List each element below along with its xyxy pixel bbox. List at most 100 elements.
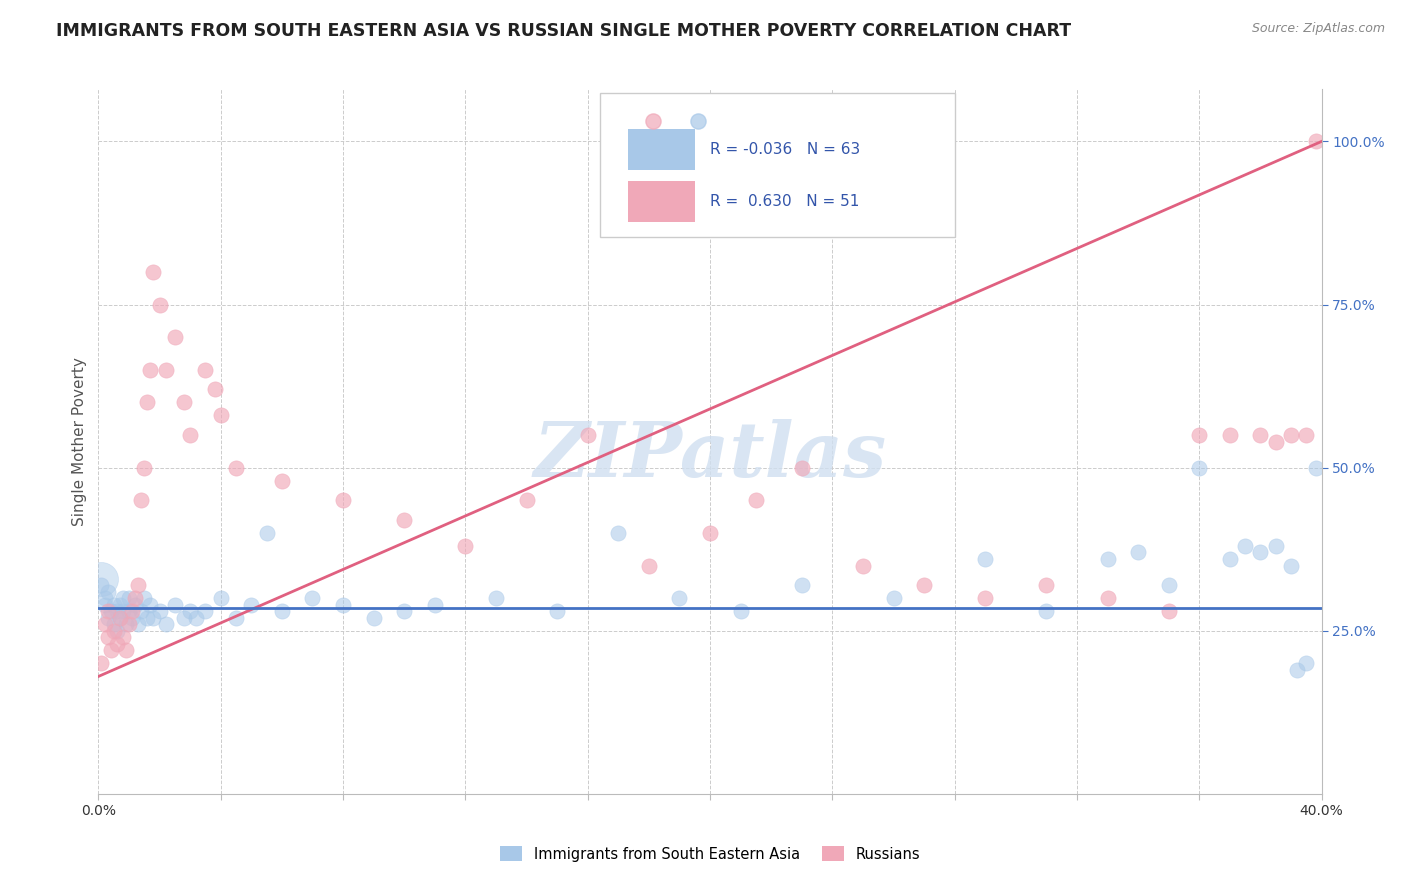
Point bbox=[699, 525, 721, 540]
Point bbox=[637, 558, 661, 573]
Point bbox=[97, 611, 120, 625]
Bar bbox=[628, 181, 696, 222]
Text: R = -0.036   N = 63: R = -0.036 N = 63 bbox=[710, 143, 860, 157]
Point bbox=[516, 493, 538, 508]
Point bbox=[912, 578, 935, 592]
Point bbox=[1295, 657, 1317, 671]
Point bbox=[163, 330, 186, 344]
Point bbox=[103, 617, 125, 632]
Point bbox=[155, 363, 177, 377]
Point bbox=[1279, 558, 1302, 573]
Point bbox=[149, 604, 172, 618]
Point bbox=[129, 493, 152, 508]
Point bbox=[100, 643, 122, 657]
Point bbox=[155, 617, 177, 632]
Point bbox=[1279, 428, 1302, 442]
Point bbox=[108, 611, 131, 625]
Point bbox=[1188, 428, 1211, 442]
Point bbox=[745, 493, 768, 508]
Point bbox=[485, 591, 508, 606]
Point bbox=[363, 611, 385, 625]
Point bbox=[607, 525, 630, 540]
Point bbox=[108, 598, 131, 612]
Point bbox=[1305, 135, 1327, 149]
Point bbox=[115, 617, 138, 632]
Point bbox=[105, 604, 128, 618]
Point bbox=[186, 611, 208, 625]
Point bbox=[149, 297, 172, 311]
Point bbox=[111, 630, 134, 644]
Point bbox=[974, 552, 997, 566]
Point bbox=[332, 493, 354, 508]
Point bbox=[163, 598, 186, 612]
Point bbox=[142, 611, 165, 625]
Point bbox=[105, 624, 128, 638]
Point bbox=[1264, 434, 1286, 449]
Point bbox=[93, 617, 115, 632]
Point bbox=[209, 591, 232, 606]
Y-axis label: Single Mother Poverty: Single Mother Poverty bbox=[72, 357, 87, 526]
Point bbox=[1295, 428, 1317, 442]
Point bbox=[1157, 604, 1180, 618]
Point bbox=[883, 591, 905, 606]
Point bbox=[270, 474, 292, 488]
Point bbox=[134, 460, 156, 475]
Point bbox=[108, 611, 131, 625]
Point bbox=[100, 604, 122, 618]
Point bbox=[142, 265, 165, 279]
Point bbox=[90, 657, 112, 671]
Point bbox=[668, 591, 690, 606]
Point bbox=[730, 604, 752, 618]
FancyBboxPatch shape bbox=[600, 93, 955, 237]
Point bbox=[118, 617, 141, 632]
Point bbox=[790, 460, 813, 475]
Point bbox=[93, 598, 115, 612]
Point bbox=[139, 363, 162, 377]
Point bbox=[1188, 460, 1211, 475]
Bar bbox=[628, 129, 696, 170]
Point bbox=[1219, 552, 1241, 566]
Point bbox=[127, 578, 149, 592]
Point bbox=[194, 363, 217, 377]
Text: IMMIGRANTS FROM SOUTH EASTERN ASIA VS RUSSIAN SINGLE MOTHER POVERTY CORRELATION : IMMIGRANTS FROM SOUTH EASTERN ASIA VS RU… bbox=[56, 22, 1071, 40]
Point bbox=[121, 611, 143, 625]
Point bbox=[256, 525, 278, 540]
Point bbox=[124, 591, 146, 606]
Point bbox=[1035, 604, 1057, 618]
Point bbox=[225, 460, 247, 475]
Point bbox=[392, 604, 416, 618]
Point bbox=[118, 591, 141, 606]
Point bbox=[134, 591, 156, 606]
Point bbox=[270, 604, 292, 618]
Point bbox=[136, 395, 159, 409]
Point bbox=[90, 578, 112, 592]
Point bbox=[240, 598, 263, 612]
Point bbox=[173, 611, 195, 625]
Point bbox=[225, 611, 247, 625]
Point bbox=[852, 558, 875, 573]
Point bbox=[194, 604, 217, 618]
Point bbox=[790, 578, 813, 592]
Point bbox=[1249, 545, 1271, 559]
Point bbox=[118, 604, 141, 618]
Point bbox=[173, 395, 195, 409]
Point bbox=[332, 598, 354, 612]
Point bbox=[97, 604, 120, 618]
Point bbox=[974, 591, 997, 606]
Point bbox=[1157, 578, 1180, 592]
Point bbox=[127, 617, 149, 632]
Point bbox=[546, 604, 568, 618]
Point bbox=[1234, 539, 1257, 553]
Point bbox=[301, 591, 323, 606]
Text: Source: ZipAtlas.com: Source: ZipAtlas.com bbox=[1251, 22, 1385, 36]
Text: R =  0.630   N = 51: R = 0.630 N = 51 bbox=[710, 194, 859, 209]
Point bbox=[129, 604, 152, 618]
Point bbox=[1097, 552, 1119, 566]
Point bbox=[392, 513, 416, 527]
Point bbox=[179, 428, 201, 442]
Point bbox=[103, 624, 125, 638]
Point bbox=[97, 630, 120, 644]
Point bbox=[1219, 428, 1241, 442]
Point bbox=[1264, 539, 1286, 553]
Legend: Immigrants from South Eastern Asia, Russians: Immigrants from South Eastern Asia, Russ… bbox=[495, 840, 925, 868]
